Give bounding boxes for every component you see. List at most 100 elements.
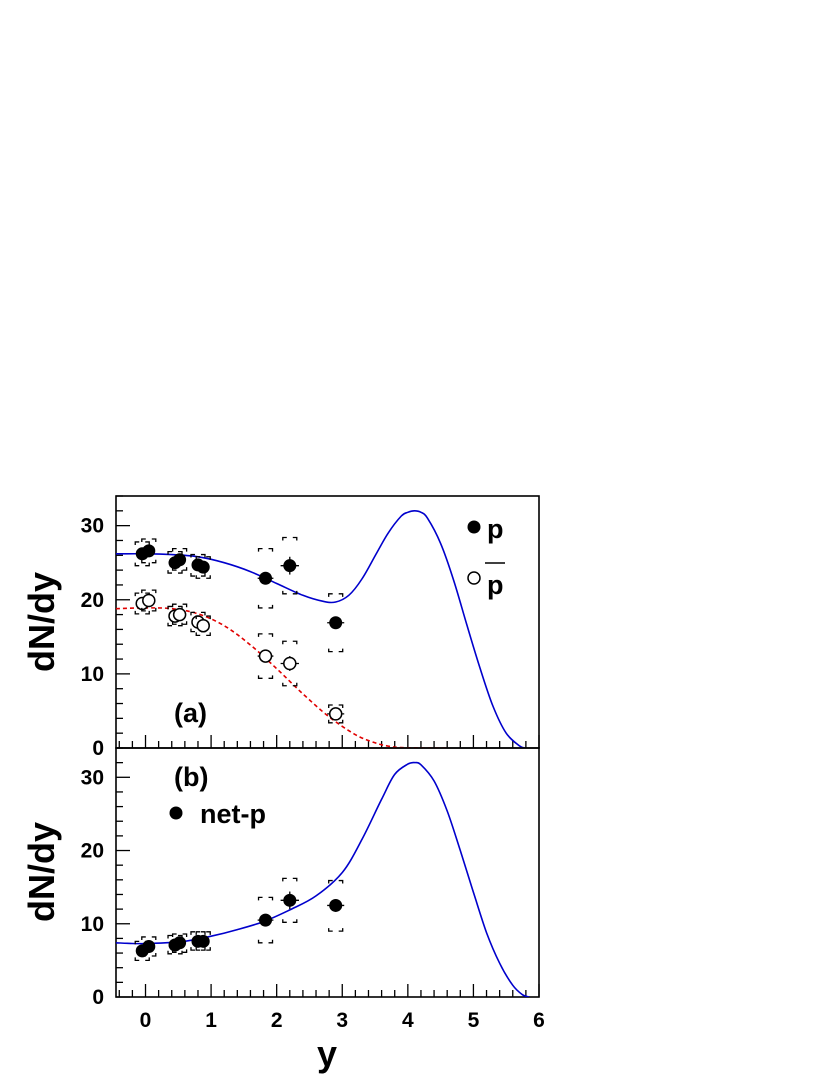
sys-bracket: [145, 562, 150, 567]
sys-bracket: [182, 621, 188, 625]
sys-bracket: [134, 562, 140, 567]
data-point-pbar: [328, 707, 343, 721]
sys-bracket: [171, 603, 177, 608]
y-tick-label: 20: [81, 840, 104, 863]
sys-bracket: [195, 556, 201, 560]
sys-bracket: [145, 541, 150, 545]
legend-label-net-p: net-p: [200, 799, 266, 829]
sys-bracket: [190, 947, 195, 951]
legend-label-pbar: p: [487, 570, 504, 600]
sys-bracket: [200, 611, 206, 616]
data-point-p: [283, 559, 297, 573]
sys-bracket: [141, 538, 146, 542]
sys-bracket: [190, 553, 195, 558]
data-point-net-p: [196, 934, 210, 948]
sys-bracket: [195, 632, 201, 636]
sys-bracket: [190, 628, 195, 633]
y-tick-label: 0: [92, 986, 104, 1009]
sys-bracket: [268, 939, 274, 944]
data-point-pbar: [142, 593, 156, 608]
sys-bracket: [167, 934, 173, 939]
sys-bracket: [151, 589, 157, 594]
y-axis-title-a: dN/dy: [21, 572, 62, 672]
sys-bracket: [151, 538, 157, 542]
sys-bracket: [282, 682, 287, 687]
sys-bracket: [268, 633, 274, 637]
panel-a: 0 10 20 30: [81, 495, 540, 760]
x-tick-label: 1: [205, 1009, 217, 1032]
sys-bracket: [282, 640, 287, 645]
sys-bracket: [257, 675, 263, 679]
sys-bracket: [182, 949, 188, 953]
data-point-pbar: [283, 656, 297, 671]
sys-bracket: [167, 950, 173, 955]
sys-bracket: [190, 573, 195, 577]
sys-bracket: [195, 947, 201, 951]
data-point-pbar: [258, 649, 273, 663]
data-point-p: [142, 544, 156, 558]
data-point-net-p: [329, 898, 343, 912]
data-point-net-p: [173, 936, 187, 950]
sys-bracket: [190, 611, 195, 616]
sys-bracket: [328, 593, 333, 597]
sys-bracket: [282, 919, 287, 923]
sys-bracket: [206, 556, 211, 560]
sys-bracket: [141, 936, 146, 940]
sys-bracket: [268, 604, 274, 609]
sys-bracket: [134, 541, 140, 545]
sys-bracket: [171, 567, 177, 571]
data-point-p: [259, 571, 273, 585]
sys-bracket: [141, 559, 146, 564]
sys-bracket: [282, 590, 287, 595]
sys-bracket: [171, 621, 177, 625]
sys-bracket: [200, 573, 206, 577]
panel-b: 0 10 20 30 0 1 2 3 4 5 6: [81, 747, 545, 1032]
sys-bracket: [292, 682, 298, 687]
x-tick-label: 2: [271, 1009, 283, 1032]
x-tick-label: 4: [402, 1009, 414, 1032]
x-tick-label: 5: [468, 1009, 480, 1032]
sys-bracket: [182, 547, 188, 552]
sys-bracket: [338, 704, 344, 709]
x-tick-label: 6: [533, 1009, 545, 1032]
sys-bracket: [257, 547, 263, 552]
sys-bracket: [200, 553, 206, 558]
data-point-net-p: [259, 913, 273, 927]
theory-curve-p: [116, 509, 525, 748]
x-axis-title: y: [317, 1033, 337, 1074]
figure-text: dN/dy dN/dy y (a) (b) p p net-p: [21, 514, 505, 1074]
sys-bracket: [200, 947, 206, 951]
sys-bracket: [151, 936, 157, 940]
sys-bracket: [268, 896, 274, 901]
theory-curve-net-p: [116, 761, 530, 997]
sys-bracket: [206, 947, 211, 951]
sys-bracket: [257, 896, 263, 901]
sys-bracket: [178, 950, 183, 955]
sys-bracket: [182, 933, 188, 938]
sys-bracket: [151, 559, 157, 564]
sys-bracket: [141, 589, 146, 594]
sys-bracket: [151, 952, 157, 957]
sys-bracket: [292, 877, 298, 882]
x-tick-label: 0: [140, 1009, 152, 1032]
data-point-p: [196, 560, 210, 574]
sys-bracket: [190, 931, 195, 935]
sys-bracket: [206, 575, 211, 579]
sys-bracket: [206, 931, 211, 935]
theory-curve-pbar: [116, 607, 448, 748]
sys-bracket: [257, 604, 263, 609]
legend-marker-p: [467, 520, 481, 534]
sys-bracket: [338, 719, 344, 724]
sys-bracket: [167, 605, 173, 610]
sys-bracket: [338, 879, 344, 884]
y-tick-label: 0: [92, 737, 104, 760]
sys-bracket: [145, 610, 150, 615]
x-tick-label: 3: [336, 1009, 348, 1032]
sys-bracket: [171, 547, 177, 552]
sys-bracket: [178, 570, 183, 574]
sys-bracket: [328, 879, 333, 884]
data-point-net-p: [283, 893, 297, 907]
sys-bracket: [282, 877, 287, 882]
data-point-net-p: [142, 939, 156, 953]
